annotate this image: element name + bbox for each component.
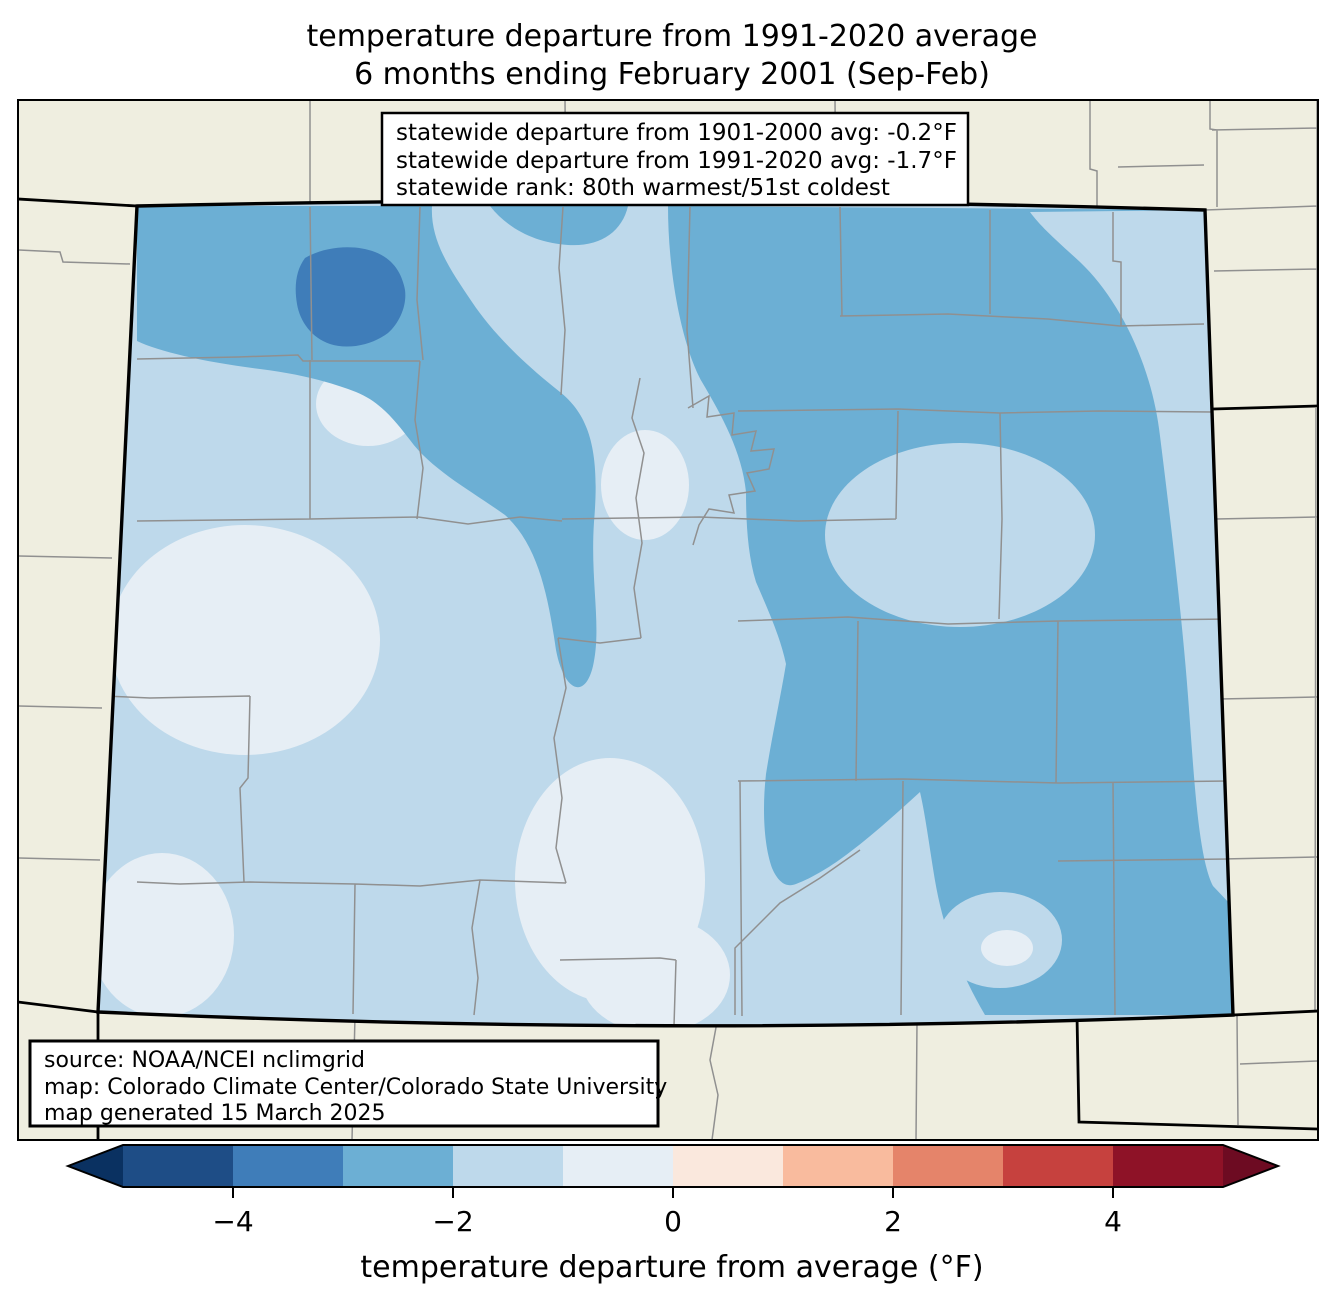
source-box-frame <box>28 1039 660 1128</box>
colorbar-segment-4 <box>563 1145 673 1187</box>
county-lines <box>104 206 1233 1026</box>
colorbar-segment-0 <box>123 1145 233 1187</box>
pale-blob-southwest-corner <box>98 853 234 1017</box>
colorbar-tick-label-0: 0 <box>664 1205 682 1238</box>
state-contour-fills <box>98 200 1233 1026</box>
colorbar: −4 −2 0 2 4 temperature departure from a… <box>65 1144 1281 1285</box>
source-line-generated: map generated 15 March 2025 <box>44 1101 386 1126</box>
colorbar-tick-label-m4: −4 <box>212 1205 253 1238</box>
colorbar-segment-1 <box>233 1145 343 1187</box>
colorbar-tick-label-4: 4 <box>1104 1205 1122 1238</box>
dark-blob-northwest <box>295 247 406 347</box>
medium-region-northwest <box>137 206 597 688</box>
light-blob-east-central <box>825 443 1095 627</box>
pale-blob-south <box>580 917 730 1026</box>
colorbar-under-arrow <box>68 1145 123 1187</box>
colorbar-segment-6 <box>783 1145 893 1187</box>
colorbar-segment-3 <box>453 1145 563 1187</box>
source-box: source: NOAA/NCEI nclimgrid map: Colorad… <box>28 1039 667 1128</box>
contour-light-intrusions <box>825 210 1231 988</box>
figure-title-line1: temperature departure from 1991-2020 ave… <box>306 19 1037 54</box>
colorbar-segment-7 <box>893 1145 1003 1187</box>
figure-title-line2: 6 months ending February 2001 (Sep-Feb) <box>354 57 990 92</box>
colorbar-ticks <box>232 1187 1114 1198</box>
pale-blob-center <box>601 430 689 540</box>
medium-region-top-notch <box>490 206 628 246</box>
colorbar-segment-2 <box>343 1145 453 1187</box>
colorbar-tick-label-2: 2 <box>884 1205 902 1238</box>
colorbar-outline <box>65 1144 1281 1188</box>
pale-blob-west <box>110 525 380 755</box>
colorbar-tick-label-m2: −2 <box>432 1205 473 1238</box>
colorbar-segment-9 <box>1113 1145 1223 1187</box>
contour-pale-m1-0 <box>98 362 730 1026</box>
stats-line-1901-2000: statewide departure from 1901-2000 avg: … <box>396 120 957 146</box>
colorbar-segment-8 <box>1003 1145 1113 1187</box>
stats-box: statewide departure from 1901-2000 avg: … <box>380 111 970 207</box>
stats-box-frame <box>380 111 970 207</box>
colorbar-segment-5 <box>673 1145 783 1187</box>
source-line-source: source: NOAA/NCEI nclimgrid <box>44 1048 365 1073</box>
colorbar-axis-label: temperature departure from average (°F) <box>360 1250 983 1285</box>
pale-spot-southeast <box>981 930 1033 966</box>
stats-line-1991-2020: statewide departure from 1991-2020 avg: … <box>396 148 957 174</box>
source-line-map: map: Colorado Climate Center/Colorado St… <box>44 1075 667 1100</box>
colorbar-over-arrow <box>1223 1145 1278 1187</box>
stats-line-rank: statewide rank: 80th warmest/51st coldes… <box>396 175 890 201</box>
light-strip-east-border <box>1030 210 1231 905</box>
